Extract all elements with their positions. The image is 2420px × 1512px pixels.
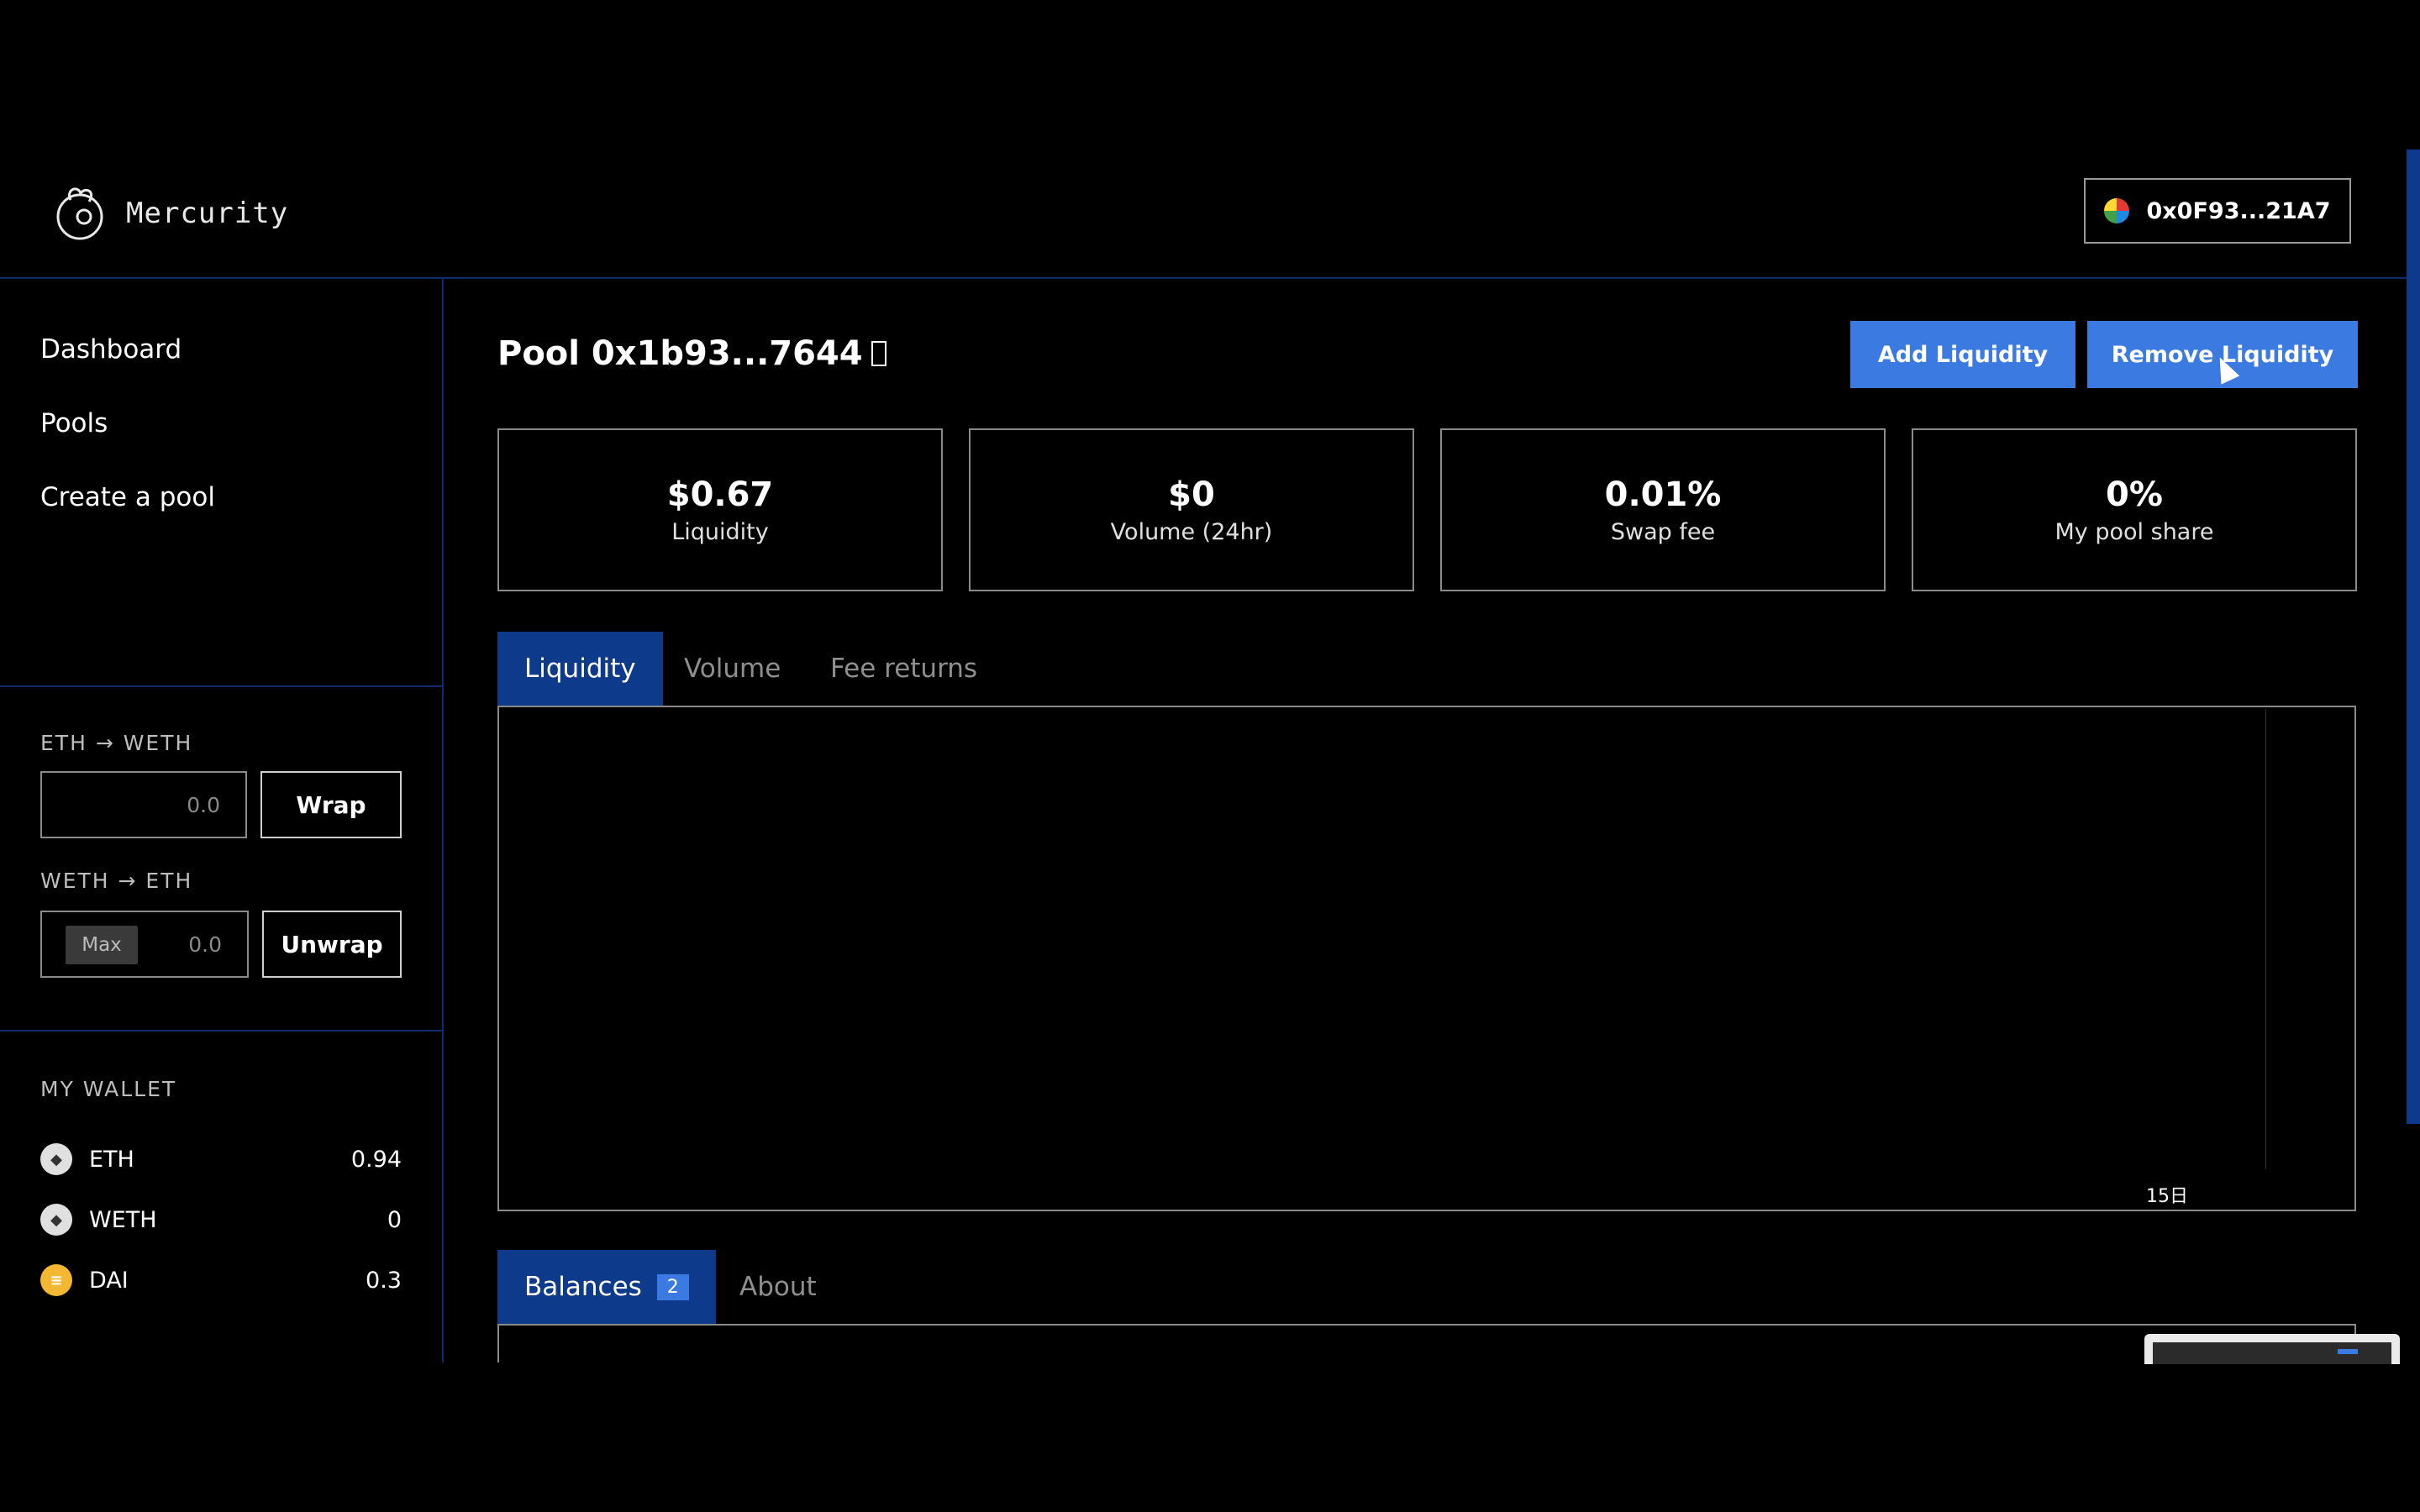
eth-to-weth-label: ETH → WETH: [40, 731, 193, 755]
stat-card-liquidity: $0.67 Liquidity: [497, 428, 943, 591]
add-liquidity-button[interactable]: Add Liquidity: [1850, 321, 2075, 388]
wrap-button[interactable]: Wrap: [260, 771, 402, 838]
app-name[interactable]: Mercurity: [126, 197, 289, 230]
chart-x-tick-label: 15日: [2146, 1186, 2188, 1207]
weth-amount-placeholder: 0.0: [188, 932, 222, 957]
eth-amount-input[interactable]: 0.0: [40, 771, 247, 838]
nav-create-pool[interactable]: Create a pool: [40, 482, 215, 512]
wallet-token-amount: 0.94: [350, 1146, 402, 1173]
wallet-row-weth: ◆ WETH 0: [40, 1203, 402, 1236]
sidebar-divider: [0, 685, 442, 687]
wallet-row-eth: ◆ ETH 0.94: [40, 1142, 402, 1176]
page-scrollbar[interactable]: [2407, 150, 2420, 1124]
nav-dashboard[interactable]: Dashboard: [40, 334, 182, 365]
stat-value: $0.67: [666, 475, 774, 514]
stat-label: My pool share: [2054, 518, 2214, 545]
chart-crosshair-line: [2265, 709, 2266, 1169]
max-button[interactable]: Max: [66, 926, 138, 964]
balances-count-badge: 2: [656, 1273, 689, 1300]
nav-pools[interactable]: Pools: [40, 408, 108, 438]
wallet-row-dai: ≡ DAI 0.3: [40, 1263, 402, 1297]
wallet-token-amount: 0.3: [366, 1267, 402, 1294]
balances-table: [497, 1324, 2356, 1362]
account-avatar: [2104, 198, 2130, 223]
stat-label: Volume (24hr): [1110, 518, 1273, 545]
stat-card-volume: $0 Volume (24hr): [969, 428, 1414, 591]
stat-value: 0%: [2106, 475, 2163, 514]
wallet-title: MY WALLET: [40, 1077, 177, 1101]
stat-label: Swap fee: [1610, 518, 1716, 545]
unwrap-button[interactable]: Unwrap: [262, 911, 402, 978]
wallet-token-symbol: ETH: [89, 1146, 134, 1173]
tab-liquidity[interactable]: Liquidity: [497, 632, 663, 706]
copy-icon[interactable]: [871, 341, 886, 366]
weth-icon: ◆: [40, 1204, 72, 1236]
weth-to-eth-label: WETH → ETH: [40, 869, 193, 893]
tab-fee-returns[interactable]: Fee returns: [830, 654, 978, 684]
account-button[interactable]: 0x0F93...21A7: [2084, 178, 2351, 244]
stat-value: 0.01%: [1604, 475, 1722, 514]
remove-liquidity-button[interactable]: Remove Liquidity: [2087, 321, 2358, 388]
eth-amount-placeholder: 0.0: [187, 792, 220, 817]
wallet-token-symbol: WETH: [89, 1206, 157, 1233]
tab-balances-label: Balances: [524, 1272, 642, 1302]
pool-title-text: Pool 0x1b93...7644: [497, 334, 863, 373]
mercurity-logo-icon[interactable]: [52, 180, 108, 244]
thumbnail-accent: [2338, 1349, 2358, 1354]
liquidity-chart[interactable]: [497, 706, 2356, 1211]
sidebar-divider: [0, 1030, 442, 1032]
stat-label: Liquidity: [671, 518, 769, 545]
stat-card-swap-fee: 0.01% Swap fee: [1440, 428, 1886, 591]
chart-plot-area: [499, 707, 2354, 1210]
account-address: 0x0F93...21A7: [2146, 197, 2331, 224]
wallet-token-symbol: DAI: [89, 1267, 129, 1294]
stat-value: $0: [1168, 475, 1215, 514]
pool-title: Pool 0x1b93...7644: [497, 334, 886, 373]
screenshot-thumbnail[interactable]: [2144, 1334, 2400, 1364]
stat-card-pool-share: 0% My pool share: [1912, 428, 2357, 591]
eth-icon: ◆: [40, 1143, 72, 1175]
tab-balances[interactable]: Balances 2: [497, 1250, 716, 1324]
dai-icon: ≡: [40, 1264, 72, 1296]
tab-volume[interactable]: Volume: [684, 654, 781, 684]
app-header: [0, 150, 2407, 279]
wallet-token-amount: 0: [387, 1206, 402, 1233]
sidebar: [0, 279, 444, 1362]
tab-about[interactable]: About: [739, 1272, 817, 1302]
